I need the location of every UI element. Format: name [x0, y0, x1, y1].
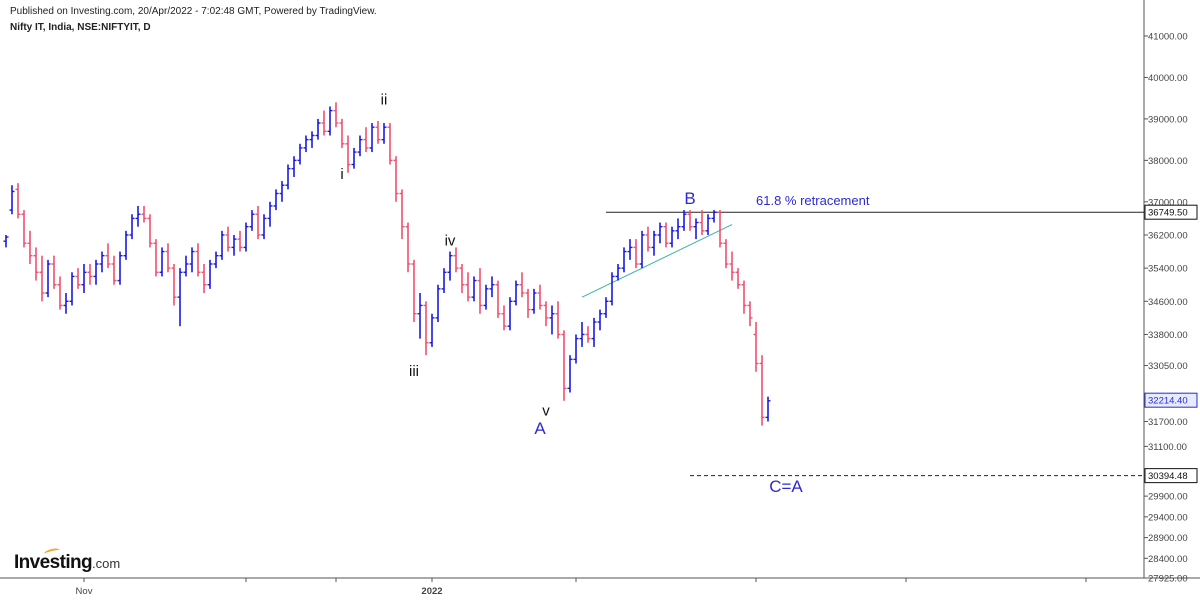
symbol-title: Nifty IT, India, NSE:NIFTYIT, D	[10, 22, 151, 33]
price-highlight-label: 32214.40	[1148, 396, 1188, 407]
price-tick-label: 33800.00	[1148, 330, 1188, 341]
price-tick-label: 38000.00	[1148, 156, 1188, 167]
price-tick-label: 31100.00	[1148, 442, 1187, 453]
price-tick-label: 36200.00	[1148, 230, 1188, 241]
price-tick-label: 37000.00	[1148, 197, 1188, 208]
price-tick-label: 29900.00	[1148, 492, 1188, 503]
price-highlight-label: 36749.50	[1148, 208, 1188, 219]
price-tick-label: 28400.00	[1148, 554, 1188, 565]
price-tick-label: 34600.00	[1148, 297, 1188, 308]
investing-logo: Investing.com	[14, 547, 121, 574]
price-tick-label: 27925.00	[1148, 574, 1188, 585]
wave-label: v	[542, 402, 550, 419]
price-tick-label: 31700.00	[1148, 417, 1188, 428]
price-tick-label: 29400.00	[1148, 512, 1188, 523]
price-tick-label: 39000.00	[1148, 114, 1188, 125]
price-tick-label: 33050.00	[1148, 361, 1188, 372]
price-highlight-box	[1144, 204, 1198, 220]
wave-label: iii	[409, 363, 419, 380]
wave-label: i	[340, 166, 343, 183]
price-tick-label: 41000.00	[1148, 32, 1188, 43]
price-highlight-box	[1144, 468, 1198, 484]
wave-label: ii	[381, 91, 388, 108]
price-highlight-box	[1144, 392, 1198, 408]
published-caption: Published on Investing.com, 20/Apr/2022 …	[10, 6, 377, 17]
price-tick-label: 40000.00	[1148, 73, 1188, 84]
wave-label: B	[684, 189, 695, 208]
price-highlight-label: 30394.48	[1148, 471, 1188, 482]
wave-label: 61.8 % retracement	[756, 193, 870, 208]
wave-label: C=A	[769, 477, 803, 496]
logo-domain: .com	[92, 556, 121, 571]
time-tick-label: Nov	[76, 586, 93, 597]
time-tick-label: 2022	[421, 586, 442, 597]
wave-label: A	[534, 419, 546, 438]
price-tick-label: 35400.00	[1148, 264, 1188, 275]
price-tick-label: 28900.00	[1148, 533, 1188, 544]
trendline	[581, 224, 733, 298]
logo-name: Investing	[14, 552, 93, 573]
wave-label: iv	[445, 232, 456, 249]
